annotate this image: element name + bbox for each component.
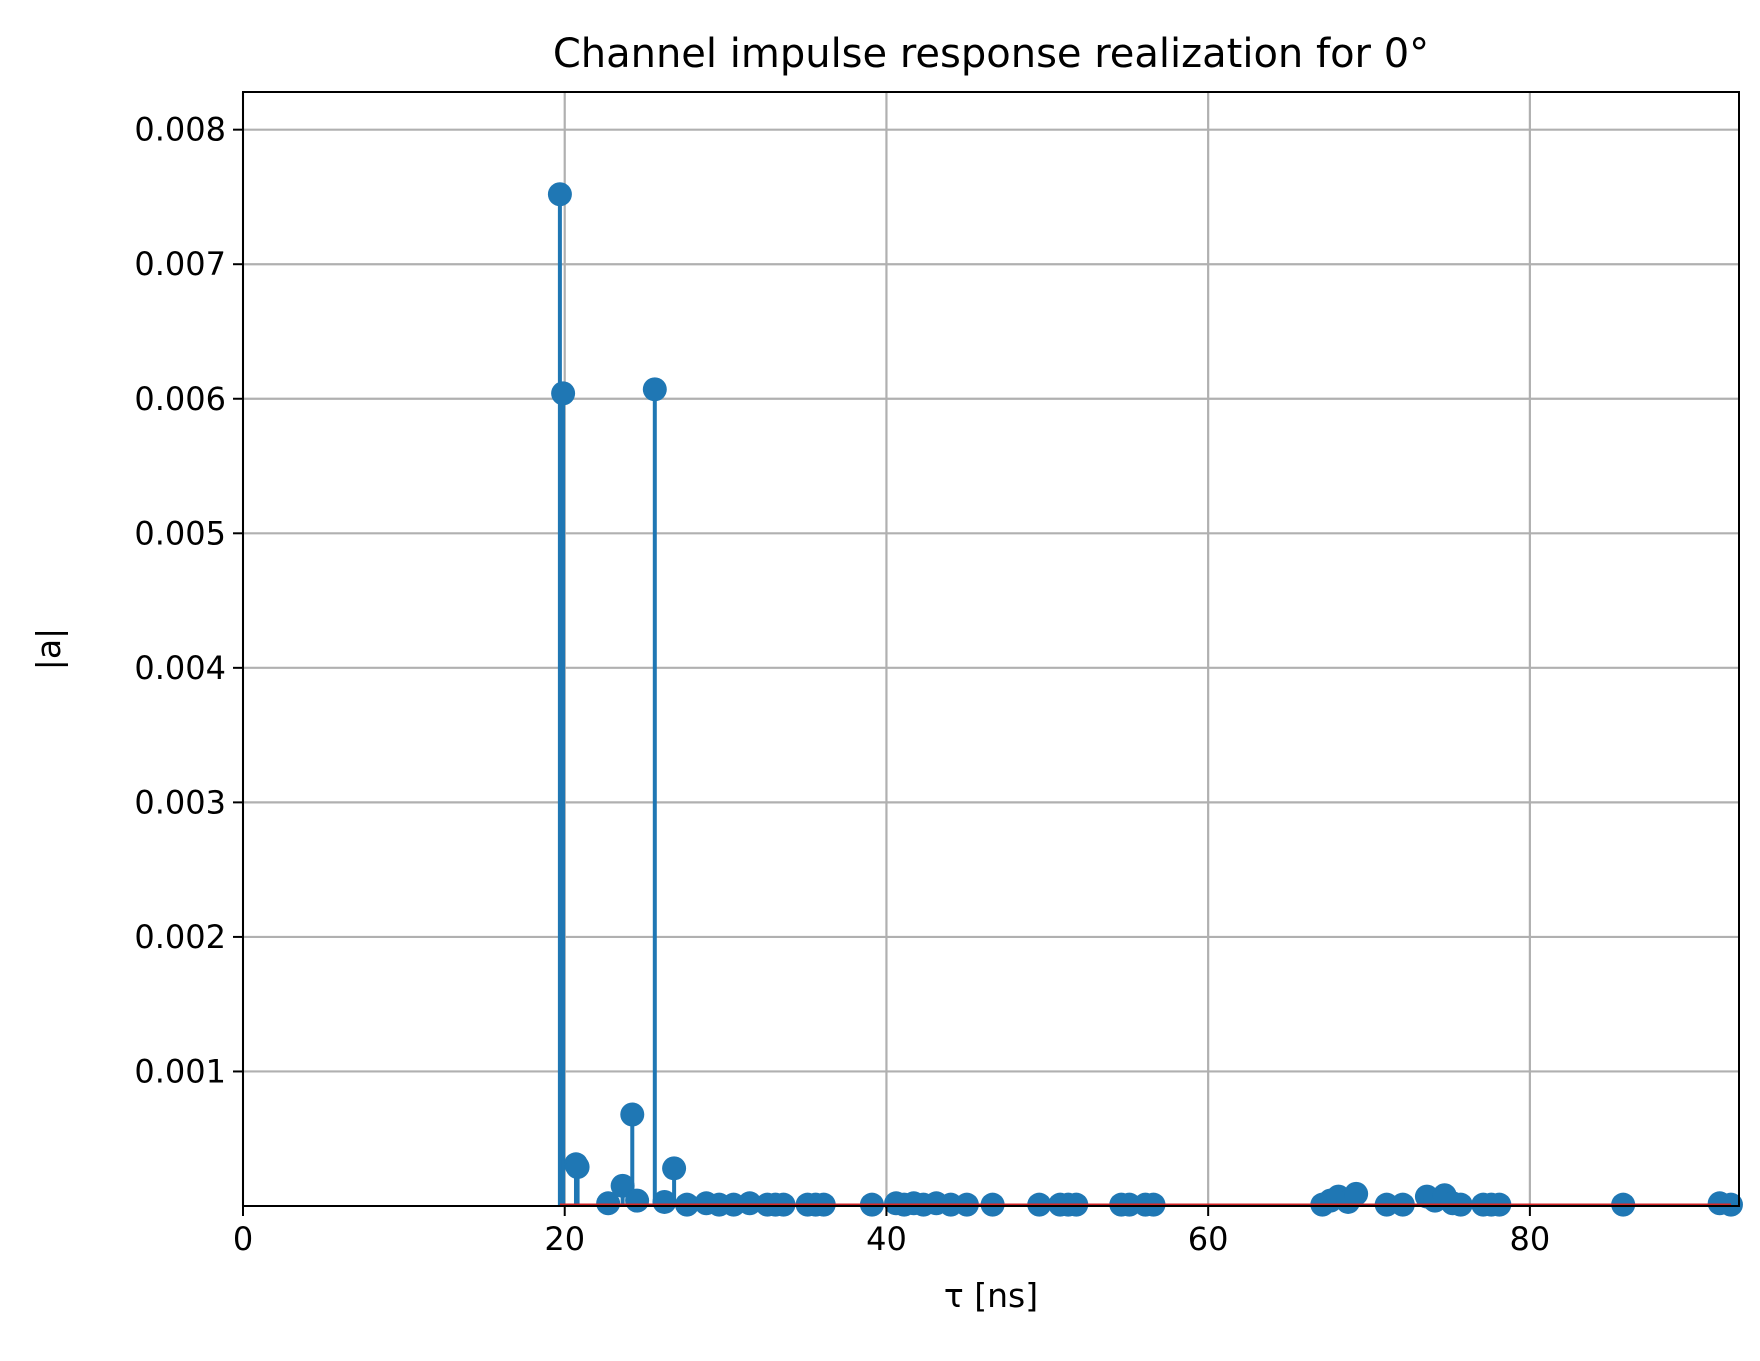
y-tick-label: 0.004 [134,649,226,687]
stem-series [547,182,1743,1217]
stem-marker [596,1191,621,1216]
plot-area [243,92,1739,1206]
stem-marker [620,1102,645,1127]
stem-marker [642,377,667,402]
stem-marker [547,182,572,207]
y-tick-label: 0.003 [134,783,226,821]
plot-frame [242,91,1740,1207]
stem-marker [652,1189,677,1214]
x-tick-label: 20 [544,1220,585,1258]
y-tick-label: 0.001 [134,1052,226,1090]
stem-marker [610,1173,635,1198]
x-tick-label: 0 [233,1220,253,1258]
x-axis-label: τ [ns] [944,1276,1038,1315]
stem-marker [1344,1181,1369,1206]
chart-title: Channel impulse response realization for… [553,31,1429,77]
y-tick-label: 0.002 [134,918,226,956]
stem-marker [662,1156,687,1181]
y-tick-label: 0.005 [134,514,226,552]
y-axis-label: |a| [29,628,68,670]
y-tick-label: 0.007 [134,245,226,283]
stem-marker [565,1154,590,1179]
stem-marker [737,1191,762,1216]
y-tick-label: 0.006 [134,380,226,418]
axis-ticks: 0 20 40 60 80 0.001 0.002 0.003 0.004 0.005 0.006 0… [134,111,1550,1258]
x-tick-label: 80 [1510,1220,1551,1258]
x-tick-label: 60 [1188,1220,1229,1258]
stem-marker [625,1188,650,1213]
x-tick-label: 40 [866,1220,907,1258]
y-tick-label: 0.008 [134,111,226,149]
stem-marker [551,381,576,406]
